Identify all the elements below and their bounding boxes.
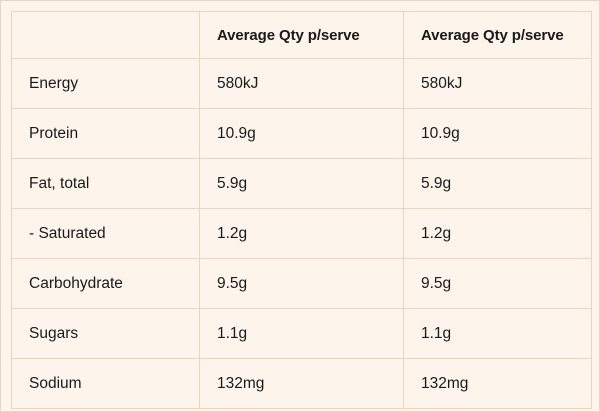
- header-avg-qty-per-serve: Average Qty p/serve: [199, 11, 404, 59]
- row-value: 1.1g: [199, 308, 404, 359]
- row-value: 10.9g: [199, 108, 404, 159]
- row-value: 9.5g: [403, 258, 592, 309]
- row-value: 1.2g: [199, 208, 404, 259]
- table-row: - Saturated 1.2g 1.2g: [11, 208, 592, 259]
- table-header-row: Average Qty p/serve Average Qty p/serve: [11, 11, 592, 59]
- row-label: Carbohydrate: [11, 258, 200, 309]
- row-value: 10.9g: [403, 108, 592, 159]
- table-row: Protein 10.9g 10.9g: [11, 108, 592, 159]
- row-value: 132mg: [199, 358, 404, 409]
- row-label: Fat, total: [11, 158, 200, 209]
- row-value: 9.5g: [199, 258, 404, 309]
- row-value: 580kJ: [199, 58, 404, 109]
- row-value: 580kJ: [403, 58, 592, 109]
- table-row: Sugars 1.1g 1.1g: [11, 308, 592, 359]
- row-value: 132mg: [403, 358, 592, 409]
- row-label: Sodium: [11, 358, 200, 409]
- header-blank-cell: [11, 11, 200, 59]
- table-row: Sodium 132mg 132mg: [11, 358, 592, 409]
- row-label: Protein: [11, 108, 200, 159]
- row-value: 1.2g: [403, 208, 592, 259]
- row-label: Sugars: [11, 308, 200, 359]
- row-value: 5.9g: [403, 158, 592, 209]
- nutrition-table: Average Qty p/serve Average Qty p/serve …: [11, 11, 592, 409]
- row-label: - Saturated: [11, 208, 200, 259]
- row-label: Energy: [11, 58, 200, 109]
- row-value: 5.9g: [199, 158, 404, 209]
- row-value: 1.1g: [403, 308, 592, 359]
- table-row: Fat, total 5.9g 5.9g: [11, 158, 592, 209]
- table-row: Carbohydrate 9.5g 9.5g: [11, 258, 592, 309]
- header-avg-qty-per-serve: Average Qty p/serve: [403, 11, 592, 59]
- table-row: Energy 580kJ 580kJ: [11, 58, 592, 109]
